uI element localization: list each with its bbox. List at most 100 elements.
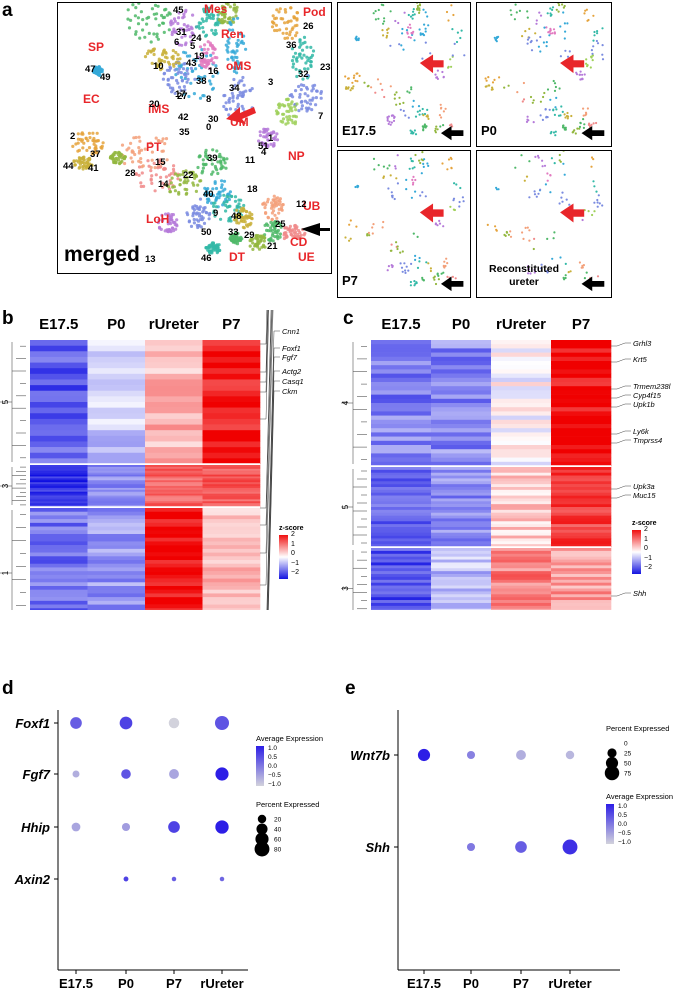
umap-cell-dot (401, 250, 404, 253)
umap-cell-dot (426, 115, 429, 118)
umap-cell-dot (222, 158, 226, 162)
heatmap-cell (551, 550, 612, 555)
heatmap-cell (371, 524, 432, 528)
umap-cell-dot (176, 21, 180, 26)
heatmap-cell (30, 390, 88, 397)
umap-cell-dot (356, 80, 359, 83)
umap-cell-dot (192, 173, 196, 177)
umap-cell-dot (176, 177, 180, 181)
umap-cell-dot (586, 19, 589, 22)
umap-cell-dot (266, 197, 270, 201)
umap-cell-dot (201, 158, 205, 162)
heatmap-cell (491, 472, 552, 476)
heatmap-cell (30, 597, 88, 602)
umap-cell-dot (136, 16, 140, 20)
heatmap-cell (491, 538, 552, 542)
umap-cell-dot (532, 121, 535, 124)
umap-cell-dot (211, 148, 215, 152)
umap-cell-dot (111, 158, 115, 162)
umap-cell-dot (164, 7, 168, 11)
heatmap-cell (371, 495, 432, 499)
umap-cell-dot (208, 243, 212, 247)
cluster-name-sp: SP (88, 40, 104, 54)
umap-cell-dot (390, 194, 394, 197)
umap-cell-dot (171, 62, 176, 66)
heatmap-cell (431, 562, 492, 566)
umap-cell-dot (409, 36, 412, 39)
heatmap-cell (87, 465, 146, 468)
umap-cell-dot (495, 36, 499, 40)
heatmap-cell (87, 484, 146, 487)
heatmap-cell (202, 545, 261, 550)
umap-cell-dot (200, 48, 204, 52)
umap-cell-dot (92, 139, 96, 143)
umap-cell-dot (295, 31, 299, 35)
umap-cell-dot (411, 17, 414, 20)
umap-cell-dot (390, 121, 393, 124)
heatmap-cell (491, 597, 552, 601)
umap-cell-dot (236, 38, 240, 42)
umap-cell-dot (213, 214, 217, 218)
umap-cell-dot (167, 228, 171, 232)
umap-cell-dot (309, 45, 313, 50)
heatmap-cell (145, 368, 203, 375)
umap-cell-dot (298, 69, 302, 73)
umap-cell-dot (402, 109, 405, 112)
umap-cell-dot (238, 238, 242, 242)
umap-cell-dot (549, 27, 552, 30)
umap-cell-dot (568, 203, 571, 206)
umap-cell-dot (205, 13, 209, 17)
umap-cell-dot (238, 66, 242, 70)
umap-cell-dot (113, 161, 118, 165)
heatmap-cell (145, 526, 203, 531)
heatmap-cell (87, 487, 146, 491)
umap-cell-dot (566, 55, 570, 58)
umap-cell-dot (198, 154, 202, 158)
umap-cell-dot (231, 20, 236, 24)
umap-cell-dot (452, 208, 455, 211)
umap-cell-dot (403, 262, 406, 265)
umap-cell-dot (192, 92, 196, 96)
umap-cell-dot (553, 113, 556, 116)
heatmap-cell (202, 435, 261, 442)
umap-cell-dot (282, 236, 286, 241)
umap-cell-dot (581, 73, 584, 76)
umap-cell-dot (269, 206, 274, 210)
heatmap-cell (87, 574, 146, 579)
umap-cell-dot (198, 45, 203, 49)
umap-cell-dot (232, 69, 236, 73)
heatmap-cell (491, 585, 552, 589)
heatmap-cell (491, 356, 552, 362)
umap-cell-dot (242, 203, 246, 208)
umap-cell-dot (171, 49, 175, 53)
umap-cell-dot (200, 17, 204, 21)
umap-cell-dot (588, 122, 591, 125)
cluster-number: 11 (245, 155, 256, 166)
umap-cell-dot (181, 170, 185, 174)
heatmap-cell (87, 508, 146, 513)
heatmap-cell (491, 340, 552, 345)
umap-cell-dot (313, 83, 317, 87)
umap-cell-dot (208, 6, 213, 10)
umap-cell-dot (267, 238, 271, 242)
legend-tick: 1.0 (618, 803, 627, 810)
umap-cell-dot (293, 224, 297, 228)
umap-cell-dot (211, 241, 216, 245)
heatmap-cell (145, 604, 203, 609)
heatmap-cell (30, 574, 88, 579)
umap-cell-dot (387, 27, 390, 30)
umap-cell-dot (96, 139, 100, 143)
umap-cell-dot (395, 177, 398, 180)
heatmap-cell (30, 486, 88, 489)
umap-cell-dot (549, 132, 552, 135)
umap-cell-dot (493, 78, 496, 81)
red-arrow-icon (560, 203, 585, 223)
umap-cell-dot (580, 78, 583, 81)
heatmap-cell (491, 403, 552, 408)
umap-cell-dot (170, 90, 174, 94)
heatmap-cell (30, 478, 88, 481)
umap-cell-dot (262, 127, 266, 131)
heatmap-cell (431, 582, 492, 586)
umap-cell-dot (154, 136, 158, 140)
umap-cell-dot (72, 160, 76, 164)
